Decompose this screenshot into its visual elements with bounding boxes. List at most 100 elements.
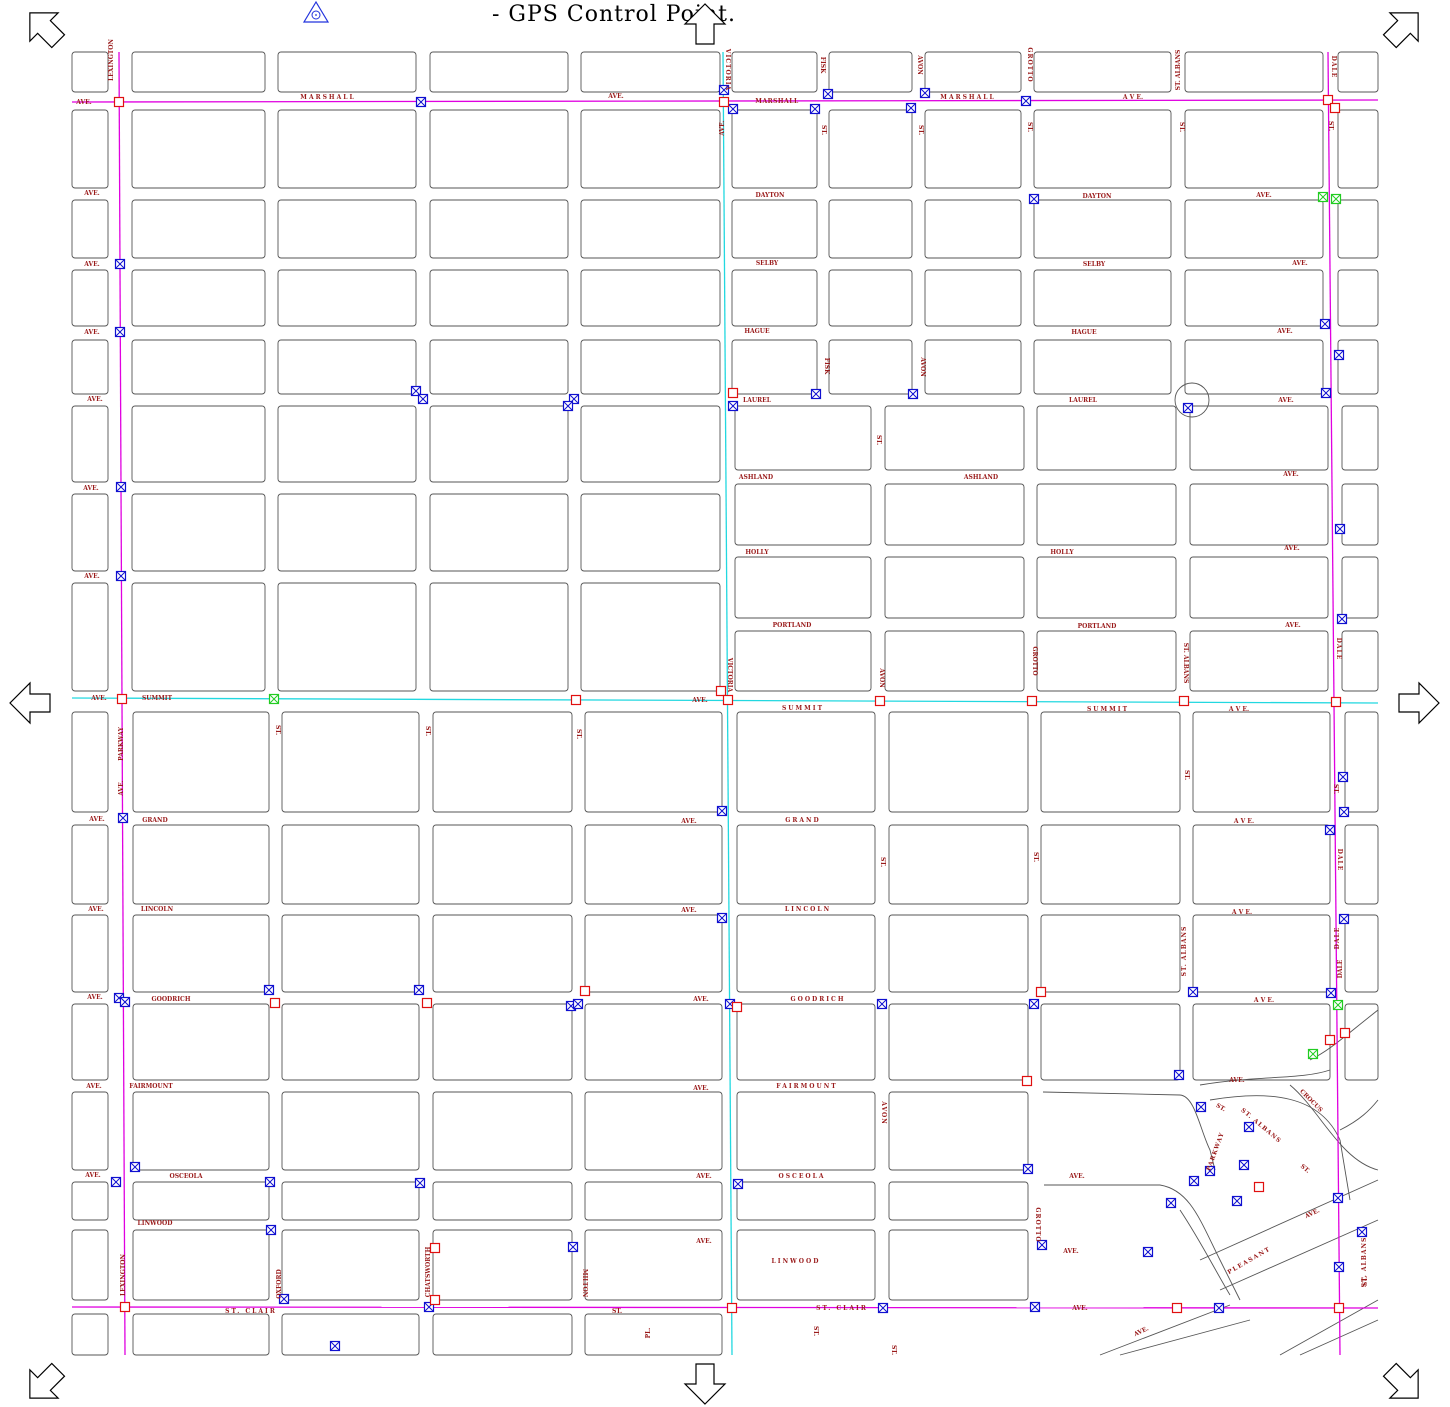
gps-control-point-marker[interactable]	[1337, 771, 1349, 783]
gps-control-point-marker[interactable]	[570, 694, 582, 706]
gps-control-point-marker[interactable]	[1325, 987, 1337, 999]
gps-control-point-marker[interactable]	[1336, 613, 1348, 625]
gps-control-point-marker[interactable]	[822, 88, 834, 100]
gps-control-point-marker[interactable]	[264, 1176, 276, 1188]
gps-control-point-marker[interactable]	[129, 1161, 141, 1173]
gps-control-point-marker[interactable]	[1035, 986, 1047, 998]
gps-control-point-marker[interactable]	[1028, 193, 1040, 205]
gps-control-point-marker[interactable]	[1356, 1226, 1368, 1238]
pan-down-right-arrow[interactable]	[1376, 1356, 1433, 1407]
gps-control-point-marker[interactable]	[1330, 696, 1342, 708]
gps-control-point-marker[interactable]	[1339, 1027, 1351, 1039]
gps-control-point-marker[interactable]	[429, 1242, 441, 1254]
gps-control-point-marker[interactable]	[727, 103, 739, 115]
gps-control-point-marker[interactable]	[731, 1001, 743, 1013]
gps-control-point-marker[interactable]	[1165, 1197, 1177, 1209]
gps-control-point-marker[interactable]	[1243, 1121, 1255, 1133]
gps-control-point-marker[interactable]	[110, 1176, 122, 1188]
gps-control-point-marker[interactable]	[413, 984, 425, 996]
gps-control-point-marker[interactable]	[278, 1293, 290, 1305]
gps-control-point-marker[interactable]	[1338, 913, 1350, 925]
gps-control-point-marker[interactable]	[810, 388, 822, 400]
gps-control-point-marker[interactable]	[1026, 695, 1038, 707]
gps-control-point-marker[interactable]	[265, 1224, 277, 1236]
gps-control-point-marker[interactable]	[1021, 1075, 1033, 1087]
gps-control-point-marker[interactable]	[421, 997, 433, 1009]
gps-control-point-marker[interactable]	[718, 84, 730, 96]
pan-arrows[interactable]	[9, 0, 1440, 1407]
gps-control-point-marker[interactable]	[117, 812, 129, 824]
gps-control-point-marker[interactable]	[1171, 1302, 1183, 1314]
gps-control-point-marker[interactable]	[722, 694, 734, 706]
gps-control-point-marker[interactable]	[716, 805, 728, 817]
gps-control-point-marker[interactable]	[1028, 998, 1040, 1010]
gps-control-point-marker[interactable]	[809, 103, 821, 115]
gps-control-point-marker[interactable]	[1329, 102, 1341, 114]
gps-control-point-marker[interactable]	[1334, 523, 1346, 535]
gps-control-point-marker[interactable]	[1182, 402, 1194, 414]
gps-control-point-marker[interactable]	[562, 400, 574, 412]
gps-control-point-marker[interactable]	[726, 1302, 738, 1314]
gps-control-point-marker[interactable]	[1332, 1192, 1344, 1204]
pan-up-arrow[interactable]	[683, 3, 727, 45]
gps-control-point-marker[interactable]	[919, 87, 931, 99]
pan-up-right-arrow[interactable]	[1376, 0, 1433, 55]
gps-control-point-marker[interactable]	[1338, 806, 1350, 818]
gps-control-point-marker[interactable]	[1173, 1069, 1185, 1081]
gps-control-point-marker[interactable]	[116, 693, 128, 705]
gps-control-point-marker[interactable]	[874, 695, 886, 707]
gps-control-point-marker[interactable]	[1187, 986, 1199, 998]
gps-control-point-marker[interactable]	[1036, 1239, 1048, 1251]
gps-control-point-marker[interactable]	[715, 685, 727, 697]
gps-control-point-marker[interactable]	[113, 96, 125, 108]
gps-control-point-marker[interactable]	[579, 985, 591, 997]
gps-control-point-marker[interactable]	[269, 997, 281, 1009]
gps-control-point-marker[interactable]	[414, 1177, 426, 1189]
gps-control-point-marker[interactable]	[415, 96, 427, 108]
gps-control-point-marker[interactable]	[876, 998, 888, 1010]
gps-control-point-marker[interactable]	[1330, 193, 1342, 205]
gps-control-point-marker[interactable]	[1204, 1165, 1216, 1177]
gps-control-point-marker[interactable]	[727, 387, 739, 399]
gps-control-point-marker[interactable]	[1320, 387, 1332, 399]
gps-control-point-marker[interactable]	[716, 912, 728, 924]
gps-control-point-marker[interactable]	[732, 1178, 744, 1190]
pan-right-arrow[interactable]	[1398, 681, 1440, 725]
gps-control-point-marker[interactable]	[1188, 1175, 1200, 1187]
gps-control-point-marker[interactable]	[119, 1301, 131, 1313]
gps-control-point-marker[interactable]	[115, 570, 127, 582]
gps-control-point-marker[interactable]	[1195, 1101, 1207, 1113]
gps-control-point-marker[interactable]	[1020, 95, 1032, 107]
gps-control-point-marker[interactable]	[1029, 1301, 1041, 1313]
gps-control-point-marker[interactable]	[567, 1241, 579, 1253]
gps-control-point-marker[interactable]	[1333, 349, 1345, 361]
pan-down-left-arrow[interactable]	[16, 1356, 73, 1407]
gps-control-point-marker[interactable]	[417, 393, 429, 405]
gps-control-point-marker[interactable]	[429, 1294, 441, 1306]
gps-control-point-marker[interactable]	[114, 258, 126, 270]
gps-control-point-marker[interactable]	[1332, 999, 1344, 1011]
gps-control-point-marker[interactable]	[1022, 1163, 1034, 1175]
gps-control-point-marker[interactable]	[572, 998, 584, 1010]
gps-control-point-marker[interactable]	[114, 326, 126, 338]
gps-control-point-marker[interactable]	[1324, 1034, 1336, 1046]
gps-control-point-marker[interactable]	[329, 1340, 341, 1352]
gps-control-point-marker[interactable]	[263, 984, 275, 996]
gps-control-point-marker[interactable]	[1238, 1159, 1250, 1171]
gps-control-point-marker[interactable]	[1322, 94, 1334, 106]
gps-control-point-marker[interactable]	[119, 996, 131, 1008]
gps-control-point-marker[interactable]	[1231, 1195, 1243, 1207]
gps-control-point-marker[interactable]	[718, 96, 730, 108]
gps-control-point-marker[interactable]	[115, 481, 127, 493]
gps-control-point-marker[interactable]	[1213, 1302, 1225, 1314]
gps-control-point-marker[interactable]	[727, 400, 739, 412]
pan-up-left-arrow[interactable]	[16, 0, 73, 55]
gps-control-point-marker[interactable]	[1333, 1261, 1345, 1273]
gps-control-point-marker[interactable]	[905, 102, 917, 114]
pan-left-arrow[interactable]	[9, 681, 51, 725]
pan-down-arrow[interactable]	[683, 1363, 727, 1405]
gps-control-point-marker[interactable]	[268, 693, 280, 705]
gps-control-point-marker[interactable]	[1324, 824, 1336, 836]
gps-control-point-marker[interactable]	[1253, 1181, 1265, 1193]
